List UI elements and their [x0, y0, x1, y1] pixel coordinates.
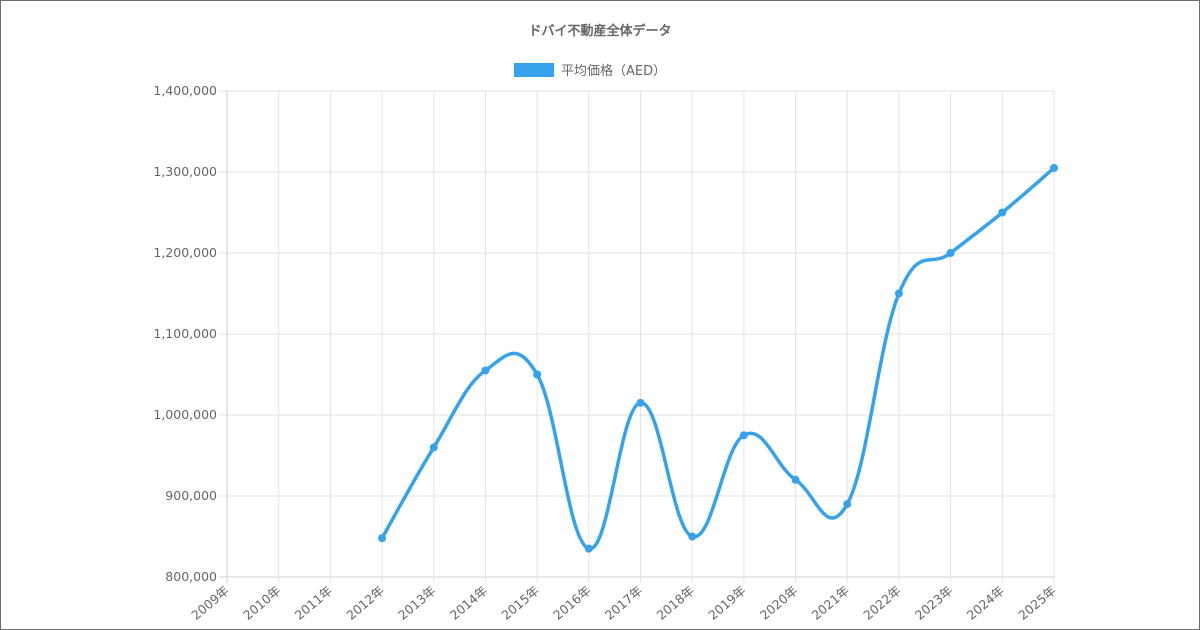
- chart-title: ドバイ不動産全体データ: [528, 23, 671, 39]
- x-tick-label: 2022年: [860, 583, 904, 623]
- grid-lines: [219, 90, 1055, 583]
- legend[interactable]: 平均価格（AED）: [514, 63, 666, 79]
- data-point[interactable]: [481, 366, 490, 375]
- x-tick-label: 2016年: [550, 583, 594, 623]
- y-axis-ticks: 800,000 900,000 1,000,000 1,100,000 1,200,00…: [153, 83, 217, 584]
- x-tick-label: 2023年: [912, 583, 956, 623]
- data-point[interactable]: [791, 475, 800, 484]
- data-point[interactable]: [946, 249, 955, 257]
- y-tick-label: 1,400,000: [153, 83, 217, 98]
- y-tick-label: 1,100,000: [153, 326, 217, 341]
- y-tick-label: 1,300,000: [153, 164, 217, 179]
- y-tick-label: 1,000,000: [153, 407, 217, 422]
- data-point[interactable]: [688, 532, 697, 541]
- x-tick-label: 2025年: [1015, 583, 1059, 623]
- x-tick-label: 2017年: [602, 583, 646, 623]
- x-tick-label: 2009年: [188, 583, 232, 623]
- data-point[interactable]: [636, 398, 645, 407]
- data-point[interactable]: [533, 370, 542, 379]
- x-tick-label: 2024年: [964, 583, 1008, 623]
- x-tick-label: 2012年: [343, 583, 387, 623]
- x-tick-label: 2011年: [292, 583, 336, 623]
- data-point[interactable]: [1050, 163, 1058, 172]
- y-tick-label: 1,200,000: [153, 245, 217, 260]
- y-tick-label: 900,000: [165, 488, 217, 503]
- x-tick-label: 2019年: [705, 583, 749, 623]
- x-tick-label: 2018年: [654, 583, 698, 623]
- x-tick-label: 2015年: [498, 583, 542, 623]
- x-tick-label: 2013年: [395, 583, 439, 623]
- x-axis-ticks: 2009年 2010年 2011年 2012年 2013年 2014年 2015年 2016年…: [188, 583, 1059, 623]
- legend-swatch: [514, 63, 554, 77]
- data-point[interactable]: [998, 208, 1007, 217]
- data-point[interactable]: [843, 500, 852, 509]
- data-point[interactable]: [894, 289, 903, 298]
- data-point[interactable]: [429, 443, 438, 452]
- x-tick-label: 2014年: [447, 583, 491, 623]
- data-point[interactable]: [584, 544, 593, 553]
- x-tick-label: 2021年: [809, 583, 853, 623]
- y-tick-label: 800,000: [165, 569, 217, 584]
- series-line: [380, 166, 1056, 551]
- data-point[interactable]: [378, 534, 387, 543]
- x-tick-label: 2020年: [757, 583, 801, 623]
- data-point[interactable]: [739, 431, 748, 440]
- x-tick-label: 2010年: [240, 583, 284, 623]
- data-points: [378, 163, 1058, 553]
- legend-label: 平均価格（AED）: [561, 63, 666, 79]
